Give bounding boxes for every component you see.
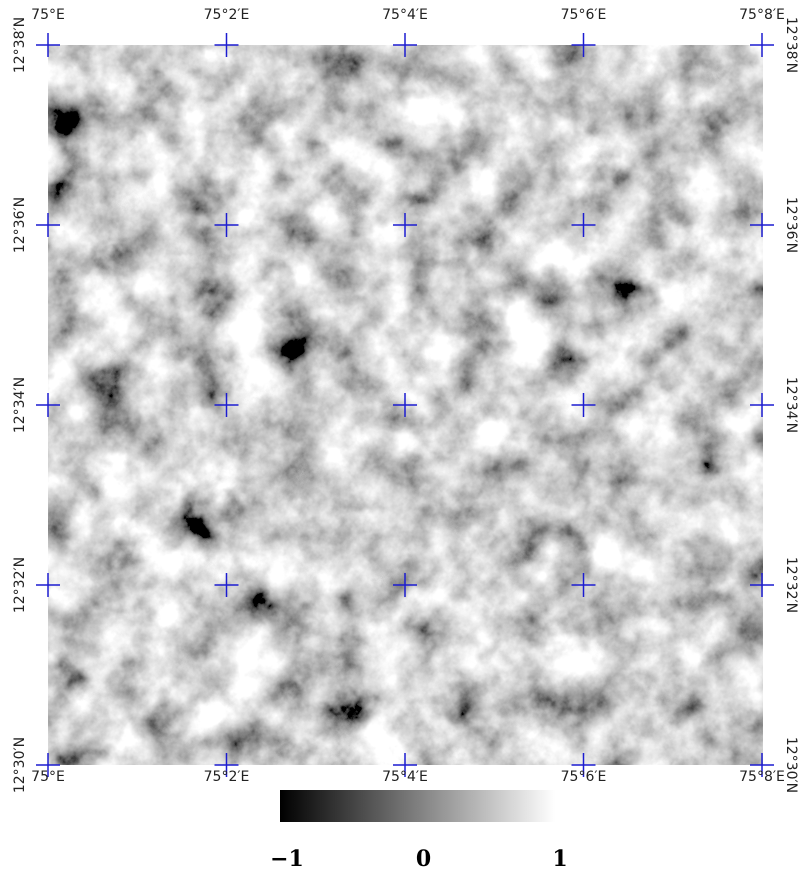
lat-label-left: 12°36′N [12,197,28,253]
map-figure: 75°E 75°E 75°2′E 75°2′E 75°4′E 75°4′E 75°6′E 75… [0,0,800,880]
lon-label-bottom: 75°4′E [382,769,428,785]
colorbar-tick-label: 0 [416,846,431,872]
lat-label-left: 12°30′N [12,737,28,793]
lon-label-top: 75°E [31,7,65,23]
colorbar [280,790,555,822]
colorbar-tick-label: −1 [270,846,304,872]
lat-label-right: 12°30′N [783,737,799,793]
lon-label-bottom: 75°8′E [739,769,785,785]
lon-label-bottom: 75°E [31,769,65,785]
lon-label-top: 75°6′E [561,7,607,23]
lat-label-right: 12°34′N [783,377,799,433]
lon-label-top: 75°4′E [382,7,428,23]
lon-label-top: 75°8′E [739,7,785,23]
lat-label-right: 12°38′N [783,17,799,73]
lat-label-left: 12°32′N [12,557,28,613]
lon-label-top: 75°2′E [204,7,250,23]
lat-label-left: 12°38′N [12,17,28,73]
lon-label-bottom: 75°2′E [204,769,250,785]
colorbar-tick-label: 1 [552,846,567,872]
lat-label-right: 12°36′N [783,197,799,253]
lat-label-left: 12°34′N [12,377,28,433]
lat-label-right: 12°32′N [783,557,799,613]
lon-label-bottom: 75°6′E [561,769,607,785]
